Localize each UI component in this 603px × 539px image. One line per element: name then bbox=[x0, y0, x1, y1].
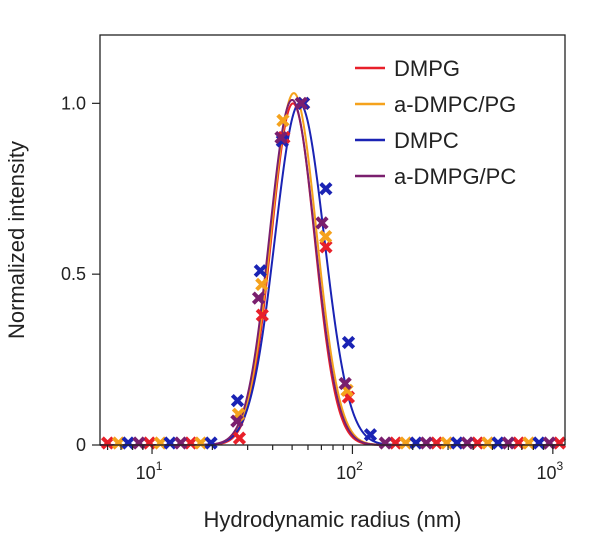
y-axis-ticks: 0 0.5 1.0 bbox=[61, 93, 100, 455]
marker-dmpg bbox=[319, 240, 333, 254]
marker-a-dmpg-pc bbox=[419, 436, 433, 450]
marker-dmpc bbox=[450, 436, 464, 450]
marker-a-dmpg-pc bbox=[501, 436, 515, 450]
marker-a-dmpc-pg bbox=[319, 229, 333, 244]
marker-a-dmpg-pc bbox=[251, 291, 266, 305]
marker-dmpg bbox=[470, 436, 485, 450]
marker-a-dmpg-pc bbox=[378, 436, 392, 450]
marker-dmpc bbox=[204, 436, 218, 450]
x-tick-label: 103 bbox=[536, 459, 563, 483]
y-tick-label: 0 bbox=[76, 435, 86, 455]
fit-curve-dmpg bbox=[99, 102, 566, 446]
marker-a-dmpc-pg bbox=[522, 436, 536, 450]
marker-dmpg bbox=[142, 436, 156, 450]
legend: DMPG a-DMPC/PG DMPC a-DMPG/PC bbox=[355, 56, 516, 189]
marker-dmpg bbox=[232, 431, 247, 445]
data-markers bbox=[100, 96, 567, 450]
y-tick-label: 0.5 bbox=[61, 264, 86, 284]
x-tick-label: 101 bbox=[136, 459, 163, 483]
legend-label: DMPG bbox=[394, 56, 460, 81]
legend-label: DMPC bbox=[394, 128, 459, 153]
marker-a-dmpg-pc bbox=[230, 414, 244, 428]
legend-label: a-DMPG/PC bbox=[394, 164, 516, 189]
marker-dmpc bbox=[491, 436, 505, 450]
marker-a-dmpg-pc bbox=[294, 96, 308, 110]
marker-dmpg bbox=[184, 436, 198, 450]
marker-dmpc bbox=[319, 182, 333, 196]
marker-a-dmpc-pg bbox=[255, 277, 269, 292]
marker-a-dmpc-pg bbox=[440, 436, 454, 450]
marker-dmpc bbox=[230, 393, 245, 408]
marker-a-dmpg-pc bbox=[174, 436, 188, 450]
x-tick-label: 102 bbox=[336, 459, 363, 483]
y-tick-label: 1.0 bbox=[61, 93, 86, 113]
marker-dmpc bbox=[341, 335, 356, 350]
marker-dmpc bbox=[532, 436, 546, 450]
marker-a-dmpg-pc bbox=[274, 130, 288, 145]
marker-dmpc bbox=[363, 428, 378, 442]
marker-dmpg bbox=[552, 436, 567, 450]
marker-dmpc bbox=[163, 436, 177, 450]
marker-dmpg bbox=[388, 436, 403, 450]
marker-dmpg bbox=[255, 308, 269, 322]
fit-curve-a-dmpg-pc bbox=[99, 98, 566, 446]
fit-curve-a-dmpc-pg bbox=[99, 92, 566, 446]
marker-a-dmpg-pc bbox=[460, 436, 474, 450]
marker-dmpg bbox=[429, 436, 444, 450]
marker-a-dmpg-pc bbox=[338, 376, 352, 391]
marker-dmpg bbox=[100, 436, 115, 450]
y-axis-title: Normalized intensity bbox=[4, 141, 29, 339]
fit-curve-dmpc bbox=[99, 102, 566, 446]
marker-a-dmpc-pg bbox=[481, 436, 495, 450]
x-axis-ticks: 101 102 103 bbox=[106, 445, 564, 483]
legend-label: a-DMPC/PG bbox=[394, 92, 516, 117]
marker-a-dmpc-pg bbox=[399, 436, 413, 450]
marker-dmpc bbox=[253, 264, 267, 278]
marker-a-dmpg-pc bbox=[315, 216, 329, 230]
fit-curves bbox=[99, 92, 566, 446]
marker-dmpc bbox=[121, 436, 135, 450]
marker-a-dmpc-pg bbox=[194, 436, 208, 450]
marker-a-dmpc-pg bbox=[276, 113, 290, 128]
x-axis-title: Hydrodynamic radius (nm) bbox=[204, 507, 462, 532]
